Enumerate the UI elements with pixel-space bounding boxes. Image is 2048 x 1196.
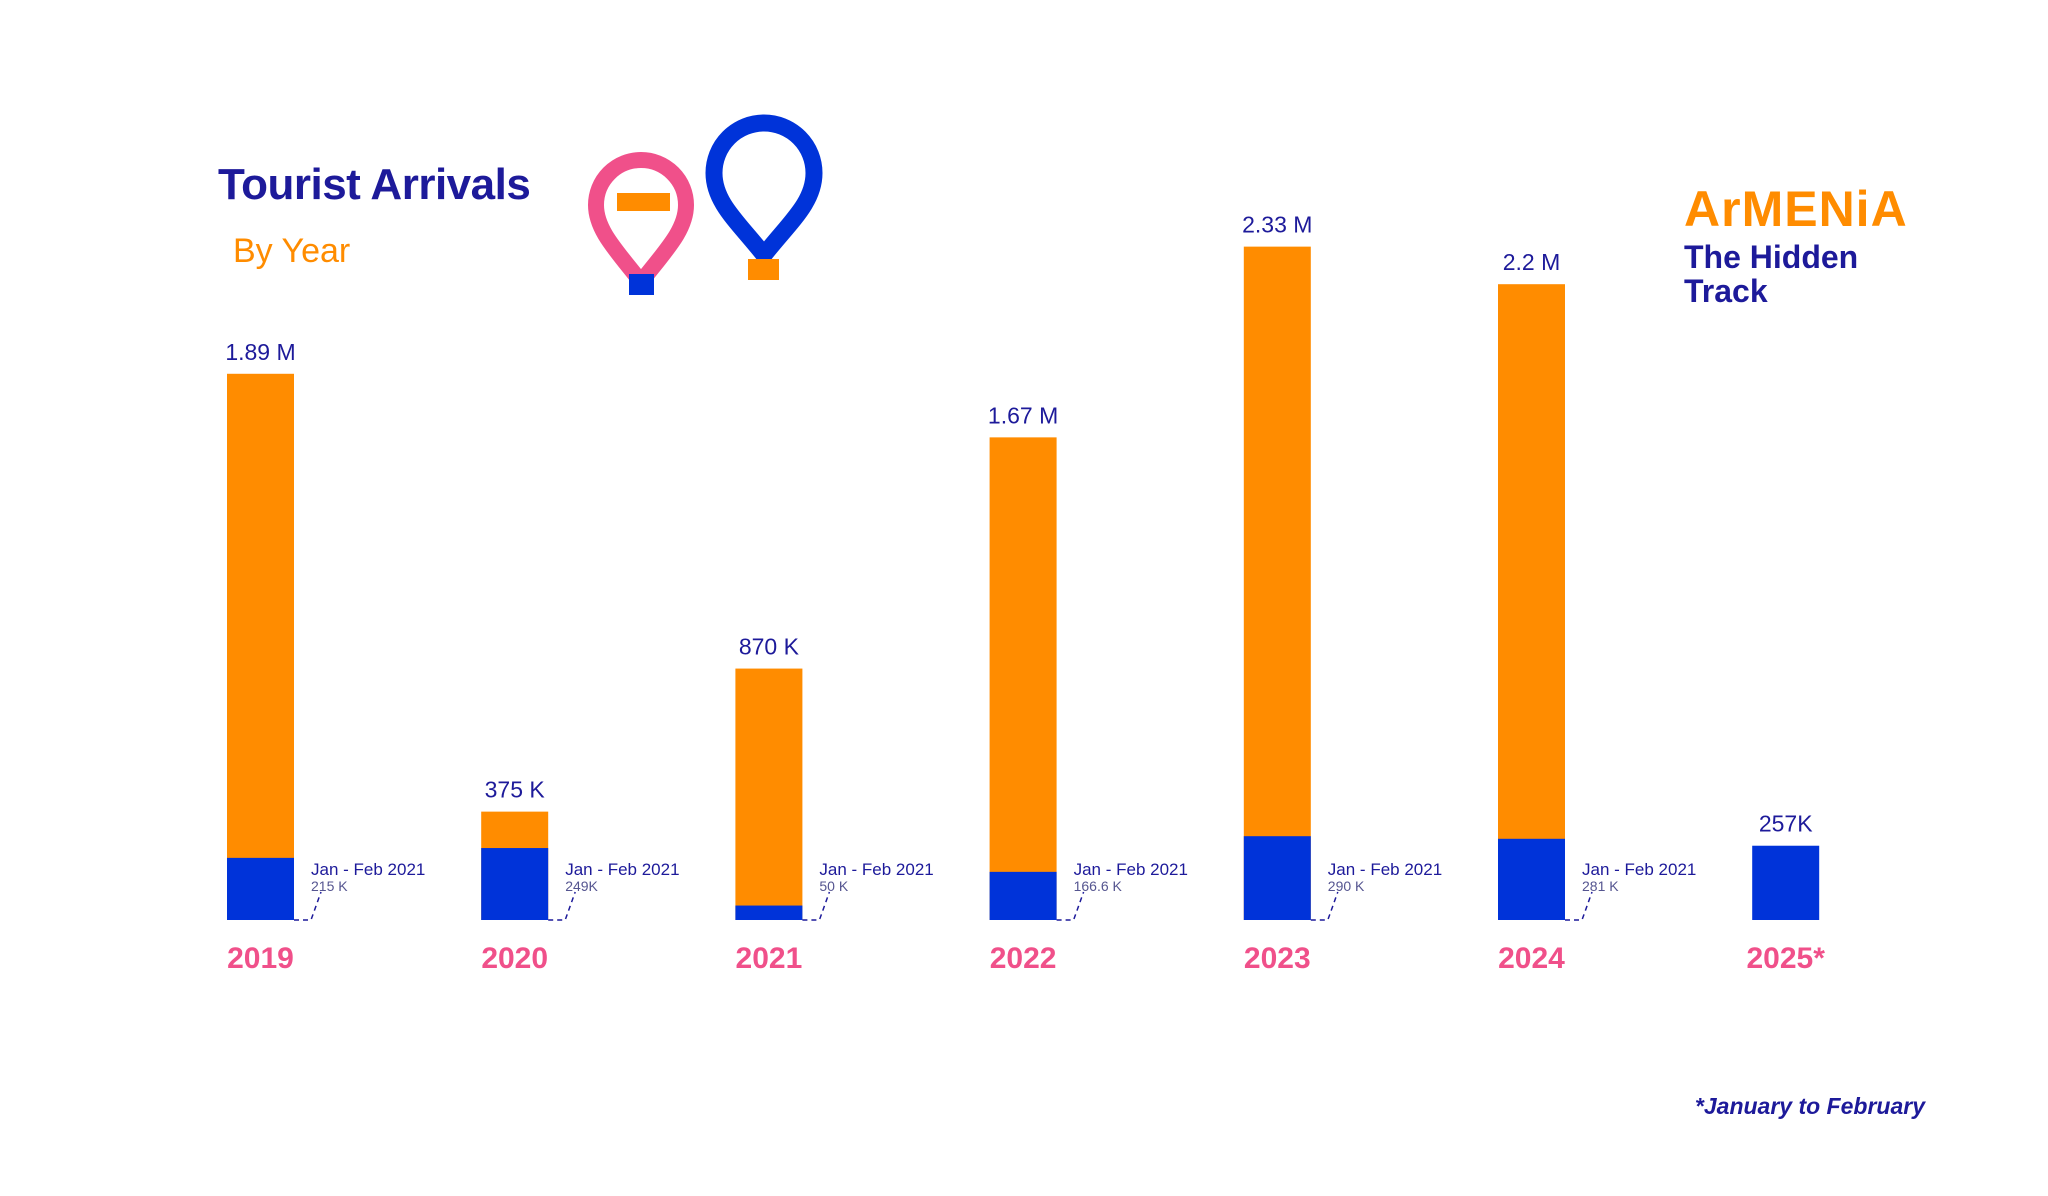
- logo-tagline: The Hidden Track: [1684, 240, 1858, 308]
- annotation-label: Jan - Feb 2021: [1328, 860, 1442, 879]
- year-label: 2023: [1244, 942, 1311, 975]
- value-label: 1.89 M: [225, 339, 295, 365]
- annotation-leader-line: [1310, 891, 1339, 921]
- footnote: *January to February: [1694, 1093, 1925, 1119]
- year-label: 2019: [227, 942, 294, 975]
- bar-jan-feb: [481, 848, 549, 920]
- chart-subtitle: By Year: [233, 232, 351, 270]
- tagline-line-1: The Hidden: [1684, 239, 1859, 275]
- annotation-value: 215 K: [311, 878, 348, 894]
- value-label: 1.67 M: [988, 402, 1058, 428]
- annotation-value: 290 K: [1328, 878, 1365, 894]
- annotation-leader-line: [548, 891, 576, 921]
- year-label: 2024: [1498, 942, 1565, 975]
- value-label: 2.33 M: [1242, 212, 1312, 238]
- bar-jan-feb: [989, 871, 1057, 920]
- annotation-label: Jan - Feb 2021: [1582, 860, 1696, 879]
- annotation-label: Jan - Feb 2021: [311, 860, 425, 879]
- value-label: 257K: [1759, 811, 1813, 837]
- tagline-line-2: Track: [1684, 273, 1768, 309]
- annotation-leader-line: [802, 891, 831, 921]
- annotation-label: Jan - Feb 2021: [1074, 860, 1188, 879]
- balloon-pink-icon: [587, 151, 695, 295]
- annotation-label: Jan - Feb 2021: [565, 860, 679, 879]
- annotation-label: Jan - Feb 2021: [819, 860, 933, 879]
- bar-annual: [227, 373, 294, 920]
- annotation-value: 281 K: [1582, 878, 1619, 894]
- bar-jan-feb: [735, 905, 803, 920]
- bar-annual: [1243, 246, 1311, 920]
- annotation-value: 50 K: [819, 878, 848, 894]
- bar-annual: [989, 437, 1057, 920]
- year-label: 2022: [990, 942, 1057, 975]
- balloon-blue-icon: [705, 114, 823, 280]
- armenia-logo: ArMENiA: [1684, 181, 1908, 237]
- value-label: 870 K: [739, 634, 800, 660]
- annotation-leader-line: [1056, 891, 1085, 921]
- bar-annual: [735, 668, 803, 920]
- year-label: 2021: [736, 942, 803, 975]
- value-label: 375 K: [485, 777, 546, 803]
- chart-title: Tourist Arrivals: [218, 160, 531, 209]
- bar-annual: [1498, 284, 1565, 920]
- bar-jan-feb: [1243, 836, 1311, 920]
- year-label: 2020: [481, 942, 548, 975]
- annotation-value: 166.6 K: [1074, 878, 1123, 894]
- annotation-value: 249K: [565, 878, 598, 894]
- annotation-leader-line: [1565, 891, 1593, 921]
- year-label: 2025*: [1746, 942, 1825, 975]
- bar-jan-feb: [1752, 845, 1820, 920]
- bar-jan-feb: [1498, 838, 1565, 920]
- bar-jan-feb: [227, 857, 294, 920]
- annotation-leader-line: [294, 891, 322, 921]
- value-label: 2.2 M: [1503, 249, 1561, 275]
